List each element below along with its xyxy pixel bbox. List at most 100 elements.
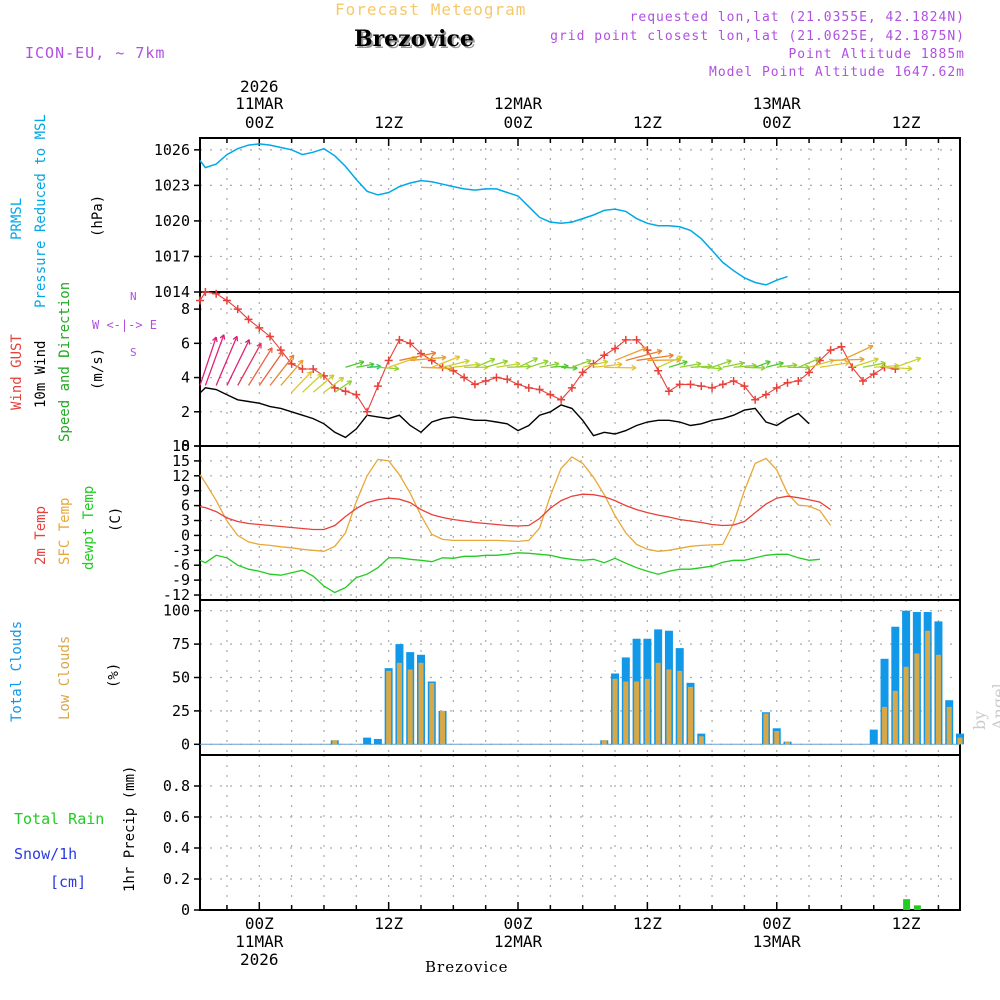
wind-arrow bbox=[301, 373, 323, 393]
wind-arrow-head bbox=[617, 361, 623, 368]
wind-arrow bbox=[765, 362, 784, 368]
wind-arrow-head bbox=[726, 359, 732, 365]
total-cloud-bar bbox=[373, 738, 382, 745]
low-cloud-bar bbox=[407, 669, 413, 745]
top-hour-label: 12Z bbox=[374, 113, 403, 132]
gust-marker bbox=[460, 373, 469, 382]
gust-marker bbox=[255, 323, 264, 332]
low-cloud-bar bbox=[429, 682, 435, 745]
gust-marker bbox=[654, 366, 663, 375]
wind-arrow-head bbox=[696, 361, 702, 368]
low-cloud-bar bbox=[440, 710, 446, 745]
label-snow: Snow/1h bbox=[14, 845, 78, 863]
y-tick-label: 0.6 bbox=[163, 808, 190, 826]
wind-arrow bbox=[399, 352, 436, 362]
y-tick-label: 9 bbox=[181, 482, 190, 500]
gust-marker bbox=[837, 342, 846, 351]
wind-arrow-head bbox=[464, 358, 470, 365]
wind-arrow bbox=[851, 358, 879, 368]
y-tick-label: 100 bbox=[163, 602, 190, 620]
gust-marker bbox=[664, 387, 673, 396]
wind-arrow bbox=[668, 361, 688, 368]
station-name: Brezovice bbox=[354, 26, 474, 52]
wind-arrow-head bbox=[602, 359, 609, 366]
top-hour-label: 12Z bbox=[633, 113, 662, 132]
low-cloud-bar bbox=[634, 681, 640, 745]
wind-arrow bbox=[0, 0, 960, 367]
gust-marker bbox=[373, 382, 382, 391]
gust-marker bbox=[514, 380, 523, 389]
bottom-hour-label: 00Z bbox=[504, 914, 533, 933]
gust-marker bbox=[632, 335, 641, 344]
y-tick-label: 0.8 bbox=[163, 777, 190, 795]
wind-arrow bbox=[431, 355, 461, 368]
gust-marker bbox=[826, 346, 835, 355]
gust-marker bbox=[309, 365, 318, 373]
wind-arrow bbox=[199, 336, 217, 386]
gust-marker bbox=[233, 305, 242, 314]
wind-arrow bbox=[237, 343, 262, 386]
y-tick-label: 25 bbox=[172, 702, 190, 720]
top-day-label: 12MAR bbox=[494, 94, 543, 113]
low-cloud-bar bbox=[601, 740, 607, 745]
top-day-label: 11MAR bbox=[235, 94, 284, 113]
wind-arrow bbox=[636, 354, 674, 362]
low-cloud-bar bbox=[612, 678, 618, 745]
wind-arrow-head bbox=[915, 356, 922, 363]
gust-marker bbox=[729, 376, 738, 385]
wind-arrow bbox=[388, 356, 418, 368]
gust-marker bbox=[546, 390, 555, 399]
wind-arrow-head bbox=[328, 374, 335, 380]
wind-arrow-head bbox=[232, 335, 239, 342]
wind-arrow-head bbox=[554, 361, 560, 368]
wind-arrow bbox=[0, 0, 949, 367]
bottom-day-label: 11MAR bbox=[235, 932, 284, 951]
wind-arrow bbox=[862, 362, 886, 368]
gust-marker bbox=[287, 359, 296, 368]
label-snow-cm: [cm] bbox=[50, 873, 87, 891]
gust-marker bbox=[708, 383, 717, 392]
gust-marker bbox=[406, 339, 415, 348]
wind-arrow bbox=[830, 358, 865, 362]
wind-arrow bbox=[345, 361, 365, 368]
series-sfc-temp bbox=[199, 456, 832, 552]
wind-arrow bbox=[798, 357, 820, 368]
wind-arrow bbox=[356, 363, 375, 368]
gust-marker bbox=[363, 407, 372, 416]
wind-arrow-head bbox=[358, 360, 365, 366]
low-cloud-bar bbox=[774, 730, 780, 745]
bottom-hour-label: 12Z bbox=[633, 914, 662, 933]
y-tick-label: -6 bbox=[172, 556, 190, 574]
wind-arrow-head bbox=[760, 364, 766, 371]
y-tick-label: 0 bbox=[181, 901, 190, 919]
wind-arrow bbox=[291, 371, 313, 393]
wind-arrow bbox=[679, 362, 702, 368]
wind-arrow-head bbox=[489, 357, 496, 364]
wind-arrow bbox=[0, 0, 928, 367]
wind-arrow-head bbox=[394, 365, 400, 372]
wind-arrow-head bbox=[441, 354, 447, 361]
wind-arrow-head bbox=[212, 336, 218, 343]
low-cloud-bar bbox=[882, 706, 888, 745]
low-cloud-bar bbox=[666, 669, 672, 745]
wind-arrow bbox=[485, 360, 508, 368]
gust-marker bbox=[783, 378, 792, 387]
low-cloud-bar bbox=[644, 678, 650, 745]
wind-arrow bbox=[604, 366, 637, 369]
series-wind-gust bbox=[199, 291, 896, 413]
gust-marker bbox=[427, 356, 436, 365]
wind-arrow bbox=[657, 355, 683, 368]
low-cloud-bar bbox=[785, 741, 791, 745]
wind-arrow-head bbox=[631, 364, 637, 371]
wind-arrow bbox=[690, 365, 713, 368]
y-tick-label: 75 bbox=[172, 635, 190, 653]
wind-arrow-head bbox=[267, 347, 273, 353]
gust-marker bbox=[621, 335, 630, 344]
gust-marker bbox=[481, 376, 490, 385]
y-tick-label: 0.4 bbox=[163, 839, 190, 857]
gust-marker bbox=[686, 380, 695, 389]
wind-arrow bbox=[517, 357, 538, 368]
wind-arrow-head bbox=[907, 365, 913, 372]
wind-arrow-head bbox=[543, 359, 549, 366]
wind-arrow-head bbox=[256, 342, 262, 349]
